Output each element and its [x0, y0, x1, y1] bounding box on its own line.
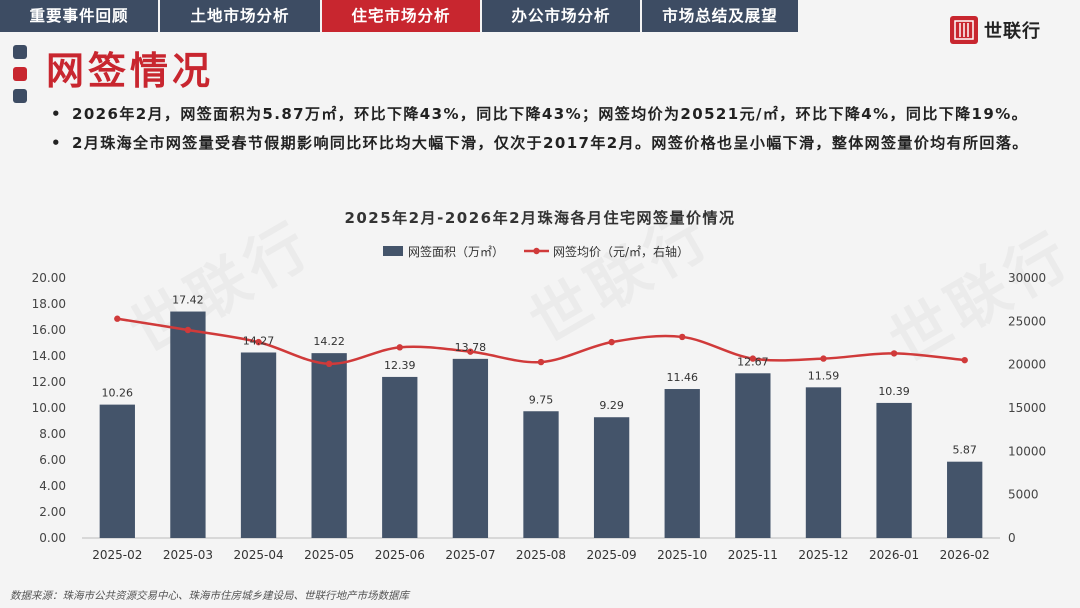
- x-tick-label: 2025-07: [445, 548, 495, 562]
- y-left-tick-label: 6.00: [39, 453, 66, 467]
- logo-text: 世联行: [984, 21, 1041, 42]
- x-tick-label: 2025-06: [375, 548, 425, 562]
- y-right-tick-label: 0: [1008, 531, 1016, 545]
- x-tick-label: 2026-01: [869, 548, 919, 562]
- data-source-note: 数据来源：珠海市公共资源交易中心、珠海市住房城乡建设局、世联行地产市场数据库: [10, 590, 409, 602]
- summary-bullets: • 2026年2月，网签面积为5.87万㎡，环比下降43%，同比下降43%；网签…: [48, 104, 1058, 162]
- price-point: [396, 344, 403, 351]
- x-tick-label: 2025-08: [516, 548, 566, 562]
- price-point: [325, 360, 333, 367]
- chart-title: 2025年2月-2026年2月珠海各月住宅网签量价情况: [344, 209, 736, 227]
- y-left-tick-label: 16.00: [32, 323, 66, 337]
- bullet-dot-icon: •: [51, 105, 62, 123]
- y-left-tick-label: 8.00: [39, 427, 66, 441]
- y-right-tick-label: 20000: [1008, 358, 1046, 372]
- y-left-tick-label: 18.00: [32, 297, 66, 311]
- y-left-tick-label: 0.00: [39, 531, 66, 545]
- bar: [99, 404, 135, 538]
- bar-data-label: 10.39: [878, 385, 910, 398]
- bullet-dot-icon: •: [51, 134, 62, 152]
- price-point: [608, 338, 615, 346]
- x-tick-label: 2025-02: [92, 548, 142, 562]
- x-tick-label: 2026-02: [940, 548, 990, 562]
- x-tick-label: 2025-03: [163, 548, 213, 562]
- tab-summary-outlook[interactable]: 市场总结及展望: [642, 0, 800, 32]
- price-point: [749, 355, 757, 362]
- bar: [170, 311, 206, 538]
- bullet-text: 2月珠海全市网签量受春节假期影响同比环比均大幅下滑，仅次于2017年2月。网签价…: [72, 134, 1029, 152]
- y-left-tick-label: 10.00: [32, 401, 66, 415]
- y-right-tick-label: 15000: [1008, 401, 1046, 415]
- bar-data-label: 14.27: [243, 334, 275, 347]
- x-tick-label: 2025-12: [798, 548, 848, 562]
- price-point: [114, 315, 121, 322]
- brand-logo: 世联行: [950, 14, 1041, 46]
- title-square-decoration: [13, 67, 27, 81]
- x-tick-label: 2025-09: [587, 548, 637, 562]
- price-point: [820, 355, 827, 362]
- price-point: [679, 333, 686, 341]
- price-point: [961, 356, 968, 364]
- title-square-decoration: [13, 89, 27, 103]
- price-point: [537, 358, 545, 366]
- bar: [593, 417, 630, 538]
- legend-swatch-bar: [383, 246, 403, 256]
- bar: [876, 402, 912, 538]
- y-left-tick-label: 4.00: [39, 479, 66, 493]
- bullet-item: • 2月珠海全市网签量受春节假期影响同比环比均大幅下滑，仅次于2017年2月。网…: [48, 133, 1058, 154]
- page-title: 网签情况: [46, 49, 215, 93]
- y-left-tick-label: 12.00: [32, 375, 66, 389]
- x-tick-label: 2025-10: [657, 548, 707, 562]
- x-tick-label: 2025-04: [233, 548, 283, 562]
- tab-land-market[interactable]: 土地市场分析: [160, 0, 322, 32]
- x-tick-label: 2025-11: [728, 548, 778, 562]
- price-point: [890, 350, 898, 357]
- legend-label-price: 网签均价（元/㎡，右轴）: [553, 244, 689, 259]
- tab-office-market[interactable]: 办公市场分析: [482, 0, 642, 32]
- bar: [735, 373, 771, 538]
- tab-residential-market[interactable]: 住宅市场分析: [322, 0, 482, 32]
- y-left-tick-label: 2.00: [39, 505, 66, 519]
- logo-icon: [950, 16, 978, 44]
- bar: [523, 411, 559, 538]
- y-left-tick-label: 14.00: [32, 349, 66, 363]
- bar-data-label: 17.42: [172, 294, 204, 307]
- bar: [382, 376, 418, 538]
- bar-data-label: 11.59: [808, 369, 840, 382]
- y-right-tick-label: 5000: [1008, 488, 1039, 502]
- y-right-tick-label: 30000: [1008, 271, 1046, 285]
- title-square-decoration: [13, 45, 27, 59]
- bar: [240, 352, 277, 538]
- bar-data-label: 12.67: [737, 355, 769, 368]
- bar-data-label: 9.75: [529, 393, 554, 406]
- bar: [664, 389, 700, 538]
- y-right-tick-label: 10000: [1008, 444, 1046, 458]
- legend-swatch-marker: [533, 247, 540, 255]
- tab-key-events[interactable]: 重要事件回顾: [0, 0, 160, 32]
- x-tick-label: 2025-05: [304, 548, 354, 562]
- bullet-item: • 2026年2月，网签面积为5.87万㎡，环比下降43%，同比下降43%；网签…: [48, 104, 1058, 125]
- bar-data-label: 5.87: [952, 444, 977, 457]
- bar: [311, 353, 347, 538]
- bullet-text: 2026年2月，网签面积为5.87万㎡，环比下降43%，同比下降43%；网签均价…: [72, 105, 1029, 123]
- bar-data-label: 11.46: [666, 371, 698, 384]
- bar: [805, 387, 842, 538]
- bar-data-label: 10.26: [102, 387, 134, 400]
- y-left-tick-label: 20.00: [32, 271, 66, 285]
- price-point: [184, 326, 192, 334]
- legend-label-area: 网签面积（万㎡）: [408, 244, 504, 259]
- bar-data-label: 12.39: [384, 359, 416, 372]
- price-point: [467, 348, 474, 355]
- bar: [452, 358, 489, 538]
- bar-data-label: 14.22: [313, 335, 345, 348]
- bar-data-label: 9.29: [599, 399, 624, 412]
- price-point: [255, 338, 262, 346]
- bar: [947, 461, 983, 538]
- top-nav-tabs: 重要事件回顾 土地市场分析 住宅市场分析 办公市场分析 市场总结及展望: [0, 0, 800, 32]
- y-right-tick-label: 25000: [1008, 314, 1046, 328]
- bar-data-label: 13.78: [455, 341, 487, 354]
